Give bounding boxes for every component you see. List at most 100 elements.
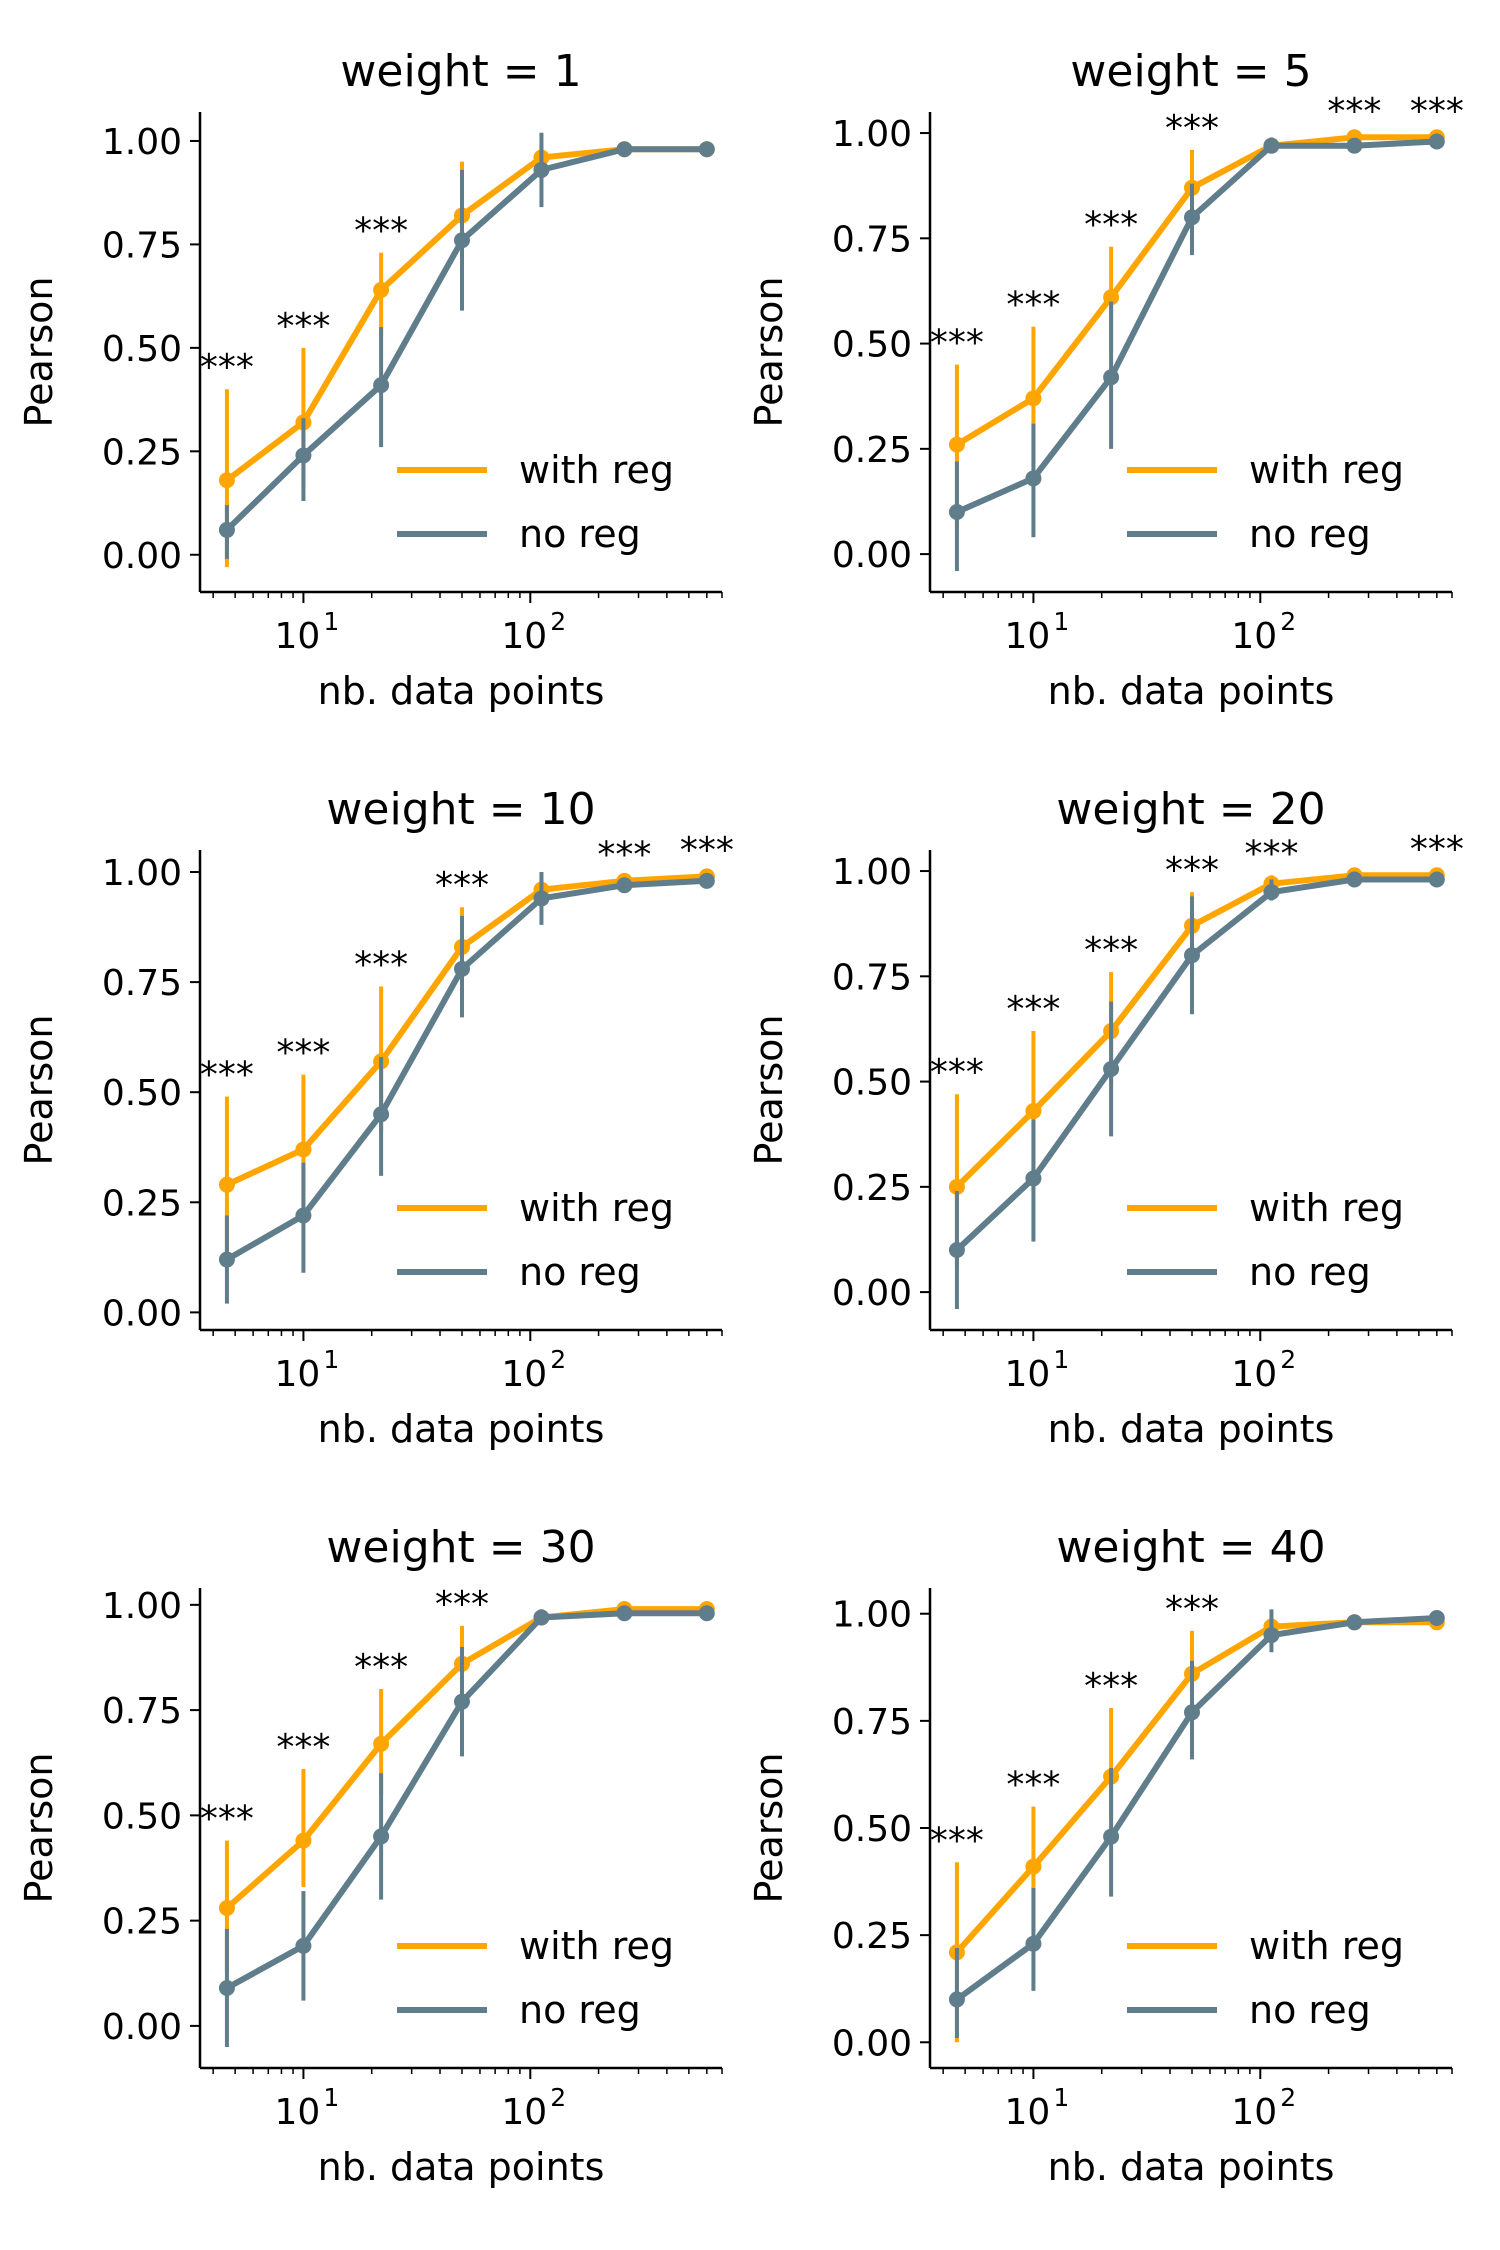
legend-label: no reg [519,512,641,556]
y-tick-label: 0.25 [102,1183,182,1224]
data-point [1428,133,1445,150]
data-point [1103,369,1120,386]
significance-marker: *** [435,1584,489,1625]
data-point [295,1141,312,1158]
y-axis-label: Pearson [747,1753,791,1904]
x-tick-exponent: 2 [550,2083,566,2112]
y-tick-label: 0.00 [832,1273,912,1314]
data-point [1025,390,1042,407]
legend-label: with reg [1249,1186,1404,1230]
legend-label: with reg [1249,448,1404,492]
data-point [1263,137,1280,154]
y-tick-label: 0.75 [102,225,182,266]
legend-label: with reg [519,1924,674,1968]
data-point [1103,1060,1120,1077]
y-tick-label: 1.00 [102,122,182,163]
data-point [218,521,235,538]
significance-marker: *** [1410,829,1464,870]
data-point [218,1176,235,1193]
data-point [1103,1828,1120,1845]
data-point [1263,1627,1280,1644]
chart-title: weight = 30 [326,1522,595,1573]
series-line [225,873,707,1188]
significance-marker: *** [354,945,408,986]
y-tick-label: 1.00 [832,1595,912,1636]
y-tick-label: 0.50 [832,325,912,366]
x-tick-exponent: 1 [323,2083,339,2112]
data-point [533,890,550,907]
y-tick-label: 0.50 [832,1063,912,1104]
y-tick-label: 0.25 [102,432,182,473]
x-tick-label: 10 [1005,1354,1051,1395]
significance-marker: *** [1165,1589,1219,1630]
chart-title: weight = 1 [340,46,581,97]
x-axis-label: nb. data points [1048,669,1335,713]
significance-marker: *** [1084,930,1138,971]
data-point [1183,947,1200,964]
x-tick-exponent: 1 [323,1345,339,1374]
legend-label: no reg [1249,1988,1371,2032]
significance-marker: *** [354,1647,408,1688]
y-tick-label: 0.50 [102,1073,182,1114]
y-tick-label: 1.00 [832,114,912,155]
legend-label: with reg [519,1186,674,1230]
data-point [218,472,235,489]
data-point [698,141,715,158]
significance-marker: *** [276,1727,330,1768]
data-point [373,1735,390,1752]
x-tick-exponent: 2 [1280,1345,1296,1374]
y-tick-label: 0.75 [832,1702,912,1743]
data-point [948,1242,965,1258]
data-point [948,436,965,453]
y-tick-label: 0.50 [102,329,182,370]
y-tick-label: 1.00 [102,1586,182,1627]
data-point [1183,1704,1200,1721]
data-point [1428,871,1445,888]
data-point [1346,1614,1363,1631]
y-tick-label: 0.75 [832,957,912,998]
data-point [295,1207,312,1224]
data-point [373,281,390,298]
data-point [218,1980,235,1996]
data-point [218,1900,235,1916]
y-axis-label: Pearson [747,1015,791,1166]
x-axis-label: nb. data points [1048,2145,1335,2189]
y-tick-label: 0.50 [102,1796,182,1837]
x-tick-label: 10 [275,616,321,657]
y-tick-label: 0.25 [832,1168,912,1209]
y-tick-label: 0.00 [832,535,912,576]
x-axis-label: nb. data points [318,1407,605,1451]
data-point [533,161,550,178]
significance-marker: *** [435,865,489,906]
data-point [616,1605,633,1622]
data-point [295,1937,312,1954]
data-point [948,1991,965,2008]
significance-marker: *** [1165,108,1219,149]
x-tick-label: 10 [1231,2092,1277,2133]
x-tick-exponent: 2 [1280,2083,1296,2112]
data-point [453,1693,470,1710]
data-point [373,377,390,394]
y-tick-label: 0.00 [102,1293,182,1334]
x-tick-label: 10 [1005,2092,1051,2133]
y-axis-label: Pearson [17,277,61,428]
series-no-reg [218,132,715,559]
series-no-reg [218,1605,715,2047]
series-no-reg [948,871,1445,1309]
y-tick-label: 1.00 [102,853,182,894]
y-tick-label: 0.00 [102,536,182,577]
y-tick-label: 0.00 [102,2007,182,2048]
y-axis-label: Pearson [747,277,791,428]
significance-marker: *** [680,830,734,871]
y-tick-label: 0.75 [832,219,912,260]
significance-marker: *** [354,211,408,252]
x-tick-exponent: 1 [1053,607,1069,636]
significance-marker: *** [1006,285,1060,326]
chart-title: weight = 10 [326,784,595,835]
y-axis-label: Pearson [17,1753,61,1904]
